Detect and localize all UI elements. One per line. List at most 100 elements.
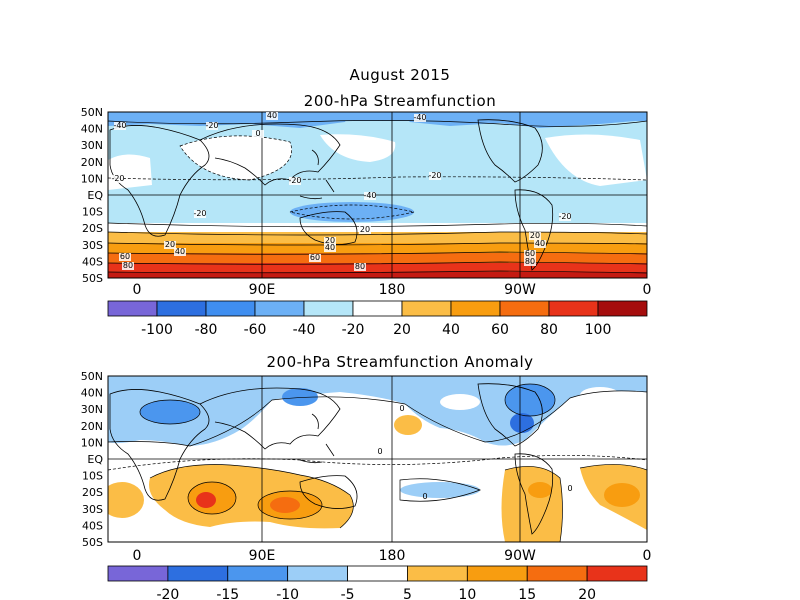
- lat-label: 10S: [82, 206, 103, 219]
- lat-label: 50S: [82, 536, 103, 549]
- contour-label: 40: [267, 111, 277, 120]
- lat-label: 10S: [82, 470, 103, 483]
- colorbar-label: -20: [342, 322, 365, 338]
- colorbar-label: 10: [458, 587, 476, 600]
- lat-label: 30N: [81, 139, 103, 152]
- lat-label: 20N: [81, 156, 103, 169]
- lon-label: 90E: [249, 282, 276, 298]
- contour-label: 80: [355, 262, 365, 271]
- contour-label-bg: [324, 244, 336, 252]
- contour-label: 40: [175, 247, 185, 256]
- lon-label: 90W: [504, 282, 536, 298]
- streamfunction-map: 40 -40-40 -200-20-20-40-20 -20-202020204020…: [107, 111, 648, 279]
- lat-label: 20S: [82, 222, 103, 235]
- contour-label-bg: [354, 263, 366, 271]
- colorbar-swatch: [156, 300, 207, 317]
- lat-label: 20N: [81, 420, 103, 433]
- contour-label: 0: [399, 404, 404, 413]
- contour-label-bg: [119, 253, 131, 261]
- contour-label: -20: [205, 121, 218, 130]
- colorbar-label: 20: [578, 587, 596, 600]
- lon-label: 0: [133, 282, 142, 298]
- colorbar-swatch: [499, 300, 550, 317]
- colorbar-swatch: [347, 565, 408, 582]
- contour-label: 60: [120, 252, 130, 261]
- colorbar-label: -10: [276, 587, 299, 600]
- colorbar-swatch: [407, 565, 468, 582]
- lat-label: EQ: [87, 189, 103, 202]
- contour-label: -20: [111, 174, 124, 183]
- contour-label: 0: [422, 492, 427, 501]
- contour-label-bg: [414, 114, 426, 122]
- colorbar-swatch: [303, 300, 354, 317]
- colorbar-swatch: [597, 300, 648, 317]
- lat-label: 10N: [81, 436, 103, 449]
- lon-label: 0: [133, 548, 142, 564]
- colorbar-swatch: [401, 300, 452, 317]
- colorbar-label: -5: [341, 587, 355, 600]
- colorbar-swatch: [107, 565, 169, 582]
- colorbar-label: -15: [216, 587, 239, 600]
- contour-label: -40: [363, 191, 376, 200]
- lat-label: 40N: [81, 123, 103, 136]
- streamfunction-colorbar: -100 -80 -60 -40 -20 20 40 60 80 100: [107, 300, 648, 338]
- lat-label: 40N: [81, 387, 103, 400]
- contour-label: 0: [255, 129, 260, 138]
- contour-label: 80: [123, 261, 133, 270]
- contour-label: 0: [377, 447, 382, 456]
- colorbar-swatch: [254, 300, 305, 317]
- colorbar-swatch: [107, 300, 158, 317]
- contour-label: -20: [558, 212, 571, 221]
- contour-label-bg: [252, 130, 264, 138]
- lat-label: 30N: [81, 403, 103, 416]
- colorbar-label: -20: [156, 587, 179, 600]
- lon-label: 90W: [504, 548, 536, 564]
- colorbar-label: 40: [442, 322, 460, 338]
- colorbar-label: -100: [141, 322, 173, 338]
- contour-label-bg: [114, 122, 126, 130]
- contour-label-bg: [559, 213, 571, 221]
- colorbar-swatch: [450, 300, 501, 317]
- lat-label: 50S: [82, 272, 103, 285]
- contour-label: 40: [535, 239, 545, 248]
- contour-label-bg: [289, 177, 301, 185]
- contour-label: 60: [525, 249, 535, 258]
- colorbar-label: 60: [491, 322, 509, 338]
- colorbar-swatch: [227, 565, 289, 582]
- colorbar-swatch: [287, 565, 348, 582]
- lon-label: 180: [379, 548, 406, 564]
- lat-label: 40S: [82, 255, 103, 268]
- lat-label: EQ: [87, 453, 103, 466]
- contour-label: 40: [325, 243, 335, 252]
- colorbar-swatch: [466, 565, 528, 582]
- contour-label: 20: [360, 225, 370, 234]
- contour-label-bg: [359, 226, 371, 234]
- lon-label: 0: [643, 282, 652, 298]
- colorbar-label: 5: [403, 587, 412, 600]
- lat-label: 30S: [82, 239, 103, 252]
- contour-label-bg: [112, 175, 124, 183]
- contour-label-bg: [309, 254, 321, 262]
- contour-label: -40: [413, 113, 426, 122]
- contour-label-bg: [324, 237, 336, 245]
- colorbar-swatch: [205, 300, 256, 317]
- colorbar-label: -40: [293, 322, 316, 338]
- contour-label-bg: [122, 262, 134, 270]
- contour-label-bg: [364, 192, 376, 200]
- map1-title: 200-hPa Streamfunction: [303, 92, 497, 110]
- colorbar-swatch: [167, 565, 229, 582]
- lat-label: 10N: [81, 172, 103, 185]
- contour-label-bg: [524, 258, 536, 266]
- colorbar-swatch: [352, 300, 403, 317]
- contour-label-bg: [266, 112, 278, 120]
- lon-label: 90E: [249, 548, 276, 564]
- contour-label: -40: [113, 121, 126, 130]
- contour-label-bg: [429, 172, 441, 180]
- colorbar-swatch: [548, 300, 599, 317]
- lat-label: 30S: [82, 503, 103, 516]
- colorbar-label: 20: [393, 322, 411, 338]
- contour-label: 80: [525, 257, 535, 266]
- lat-label: 50N: [81, 106, 103, 119]
- contour-label: -20: [288, 176, 301, 185]
